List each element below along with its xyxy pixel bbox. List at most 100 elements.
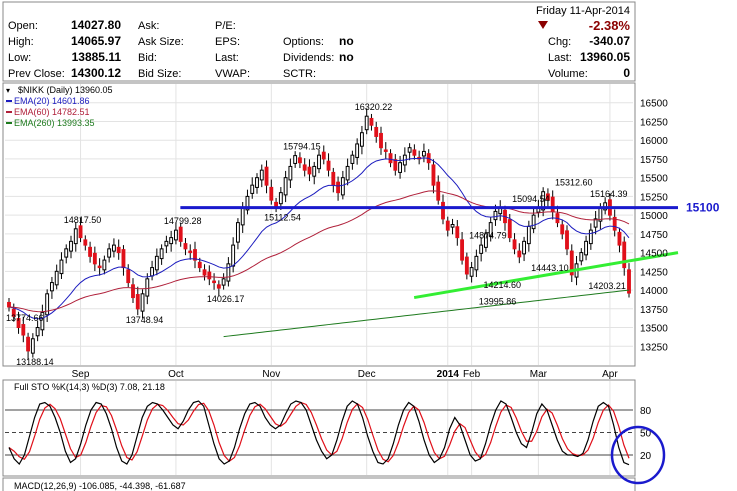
header-mid3-label: SCTR: — [283, 68, 316, 80]
header-right-label: Volume: — [548, 68, 588, 80]
candle-body — [331, 171, 336, 186]
x-tick-label: Apr — [602, 369, 618, 380]
candle-body — [116, 246, 121, 254]
candle-body — [431, 164, 436, 186]
candle-body — [612, 216, 617, 231]
legend-entry: EMA(60) 14782.51 — [14, 107, 90, 117]
candle-body — [97, 265, 102, 269]
candle-body — [483, 233, 488, 248]
macd-title: MACD(12,26,9) -106.085, -44.398, -61.687 — [14, 481, 186, 491]
candle-body — [283, 177, 288, 196]
candle-body — [350, 154, 355, 164]
candle-body — [7, 301, 11, 308]
candle-body — [73, 228, 78, 245]
header-mid-label: Bid: — [138, 52, 157, 64]
candle-body — [193, 249, 197, 261]
candle-body — [340, 177, 345, 196]
sto-y-tick-label: 20 — [640, 451, 652, 462]
header-mid-label: Ask Size: — [138, 36, 184, 48]
candle-body — [111, 244, 116, 252]
price-y-tick-label: 13500 — [640, 324, 668, 335]
price-y-tick-label: 15000 — [640, 211, 668, 222]
candle-body — [369, 117, 374, 126]
sto-y-tick-label: 50 — [640, 429, 652, 440]
candle-body — [393, 159, 398, 171]
candle-body — [488, 222, 493, 237]
candle-body — [11, 308, 16, 317]
candle-body — [216, 284, 221, 289]
candle-body — [550, 196, 555, 212]
candle-body — [59, 259, 64, 275]
price-annotation: 14799.28 — [164, 216, 202, 226]
candle-body — [507, 219, 512, 239]
down-arrow-icon — [538, 21, 548, 29]
candle-body — [35, 327, 40, 337]
candle-body — [135, 294, 140, 310]
header-right-value: -340.07 — [589, 34, 630, 48]
sto-k-line — [8, 400, 630, 466]
header-right-value: 0 — [623, 66, 630, 80]
candle-body — [374, 126, 379, 137]
x-tick-label: Feb — [463, 369, 481, 380]
candle-body — [45, 293, 50, 316]
price-annotation: 13748.94 — [126, 315, 164, 325]
candle-body — [245, 195, 250, 211]
candle-body — [302, 164, 307, 171]
price-annotation: 14817.50 — [64, 215, 102, 225]
price-panel — [2, 82, 636, 367]
candle-body — [159, 248, 164, 260]
candle-body — [92, 252, 97, 265]
candle-body — [126, 269, 131, 284]
candle-body — [278, 192, 283, 205]
candle-body — [54, 270, 59, 286]
candle-body — [445, 220, 450, 231]
sto-y-tick-label: 80 — [640, 406, 652, 417]
candle-body — [345, 165, 350, 181]
price-annotation: 15794.15 — [283, 142, 321, 152]
candle-body — [212, 280, 217, 284]
header-mid3-value: no — [339, 34, 354, 48]
candle-body — [541, 191, 546, 211]
price-annotation: 15112.54 — [264, 213, 301, 223]
price-y-tick-label: 16500 — [640, 99, 668, 110]
x-tick-label: 2014 — [437, 369, 460, 380]
candle-body — [121, 249, 126, 269]
header-left-value: 14300.12 — [71, 66, 121, 80]
candle-body — [255, 177, 259, 188]
x-tick-label: Nov — [262, 369, 280, 380]
candle-body — [383, 149, 388, 152]
candle-body — [169, 237, 174, 245]
candle-body — [460, 239, 465, 261]
price-annotation: 15312.60 — [555, 178, 593, 188]
resistance-trendline-label: 15100 — [686, 201, 720, 215]
candle-body — [188, 250, 193, 254]
header-mid3-value: no — [339, 50, 354, 64]
candle-body — [584, 240, 589, 256]
legend-entry: EMA(260) 13993.35 — [14, 118, 95, 128]
candle-body — [579, 252, 584, 262]
candle-body — [226, 263, 231, 282]
price-y-tick-label: 14000 — [640, 286, 668, 297]
header-mid3-label: Dividends: — [283, 52, 334, 64]
price-annotation: 16320.22 — [355, 102, 393, 112]
header-mid2-label: EPS: — [215, 36, 240, 48]
candle-body — [364, 115, 369, 131]
candle-body — [379, 132, 383, 149]
candle-body — [317, 154, 321, 170]
candle-body — [78, 225, 83, 239]
candle-body — [221, 278, 226, 286]
candle-body — [288, 165, 293, 181]
x-tick-label: Oct — [168, 369, 184, 380]
candle-body — [64, 248, 69, 258]
header-left-value: 14065.97 — [71, 34, 121, 48]
ema60-line — [8, 190, 630, 313]
ema20-line — [8, 157, 630, 320]
candle-body — [312, 165, 317, 177]
oversold-circle-annotation — [610, 425, 666, 485]
price-annotation: 13995.86 — [479, 296, 517, 306]
header-left-label: Low: — [8, 52, 31, 64]
header-left-value: 14027.80 — [71, 18, 121, 32]
header-date: Friday 11-Apr-2014 — [536, 5, 630, 17]
stochastic-title: Full STO %K(14,3) %D(3) 7.08, 21.18 — [14, 382, 165, 392]
